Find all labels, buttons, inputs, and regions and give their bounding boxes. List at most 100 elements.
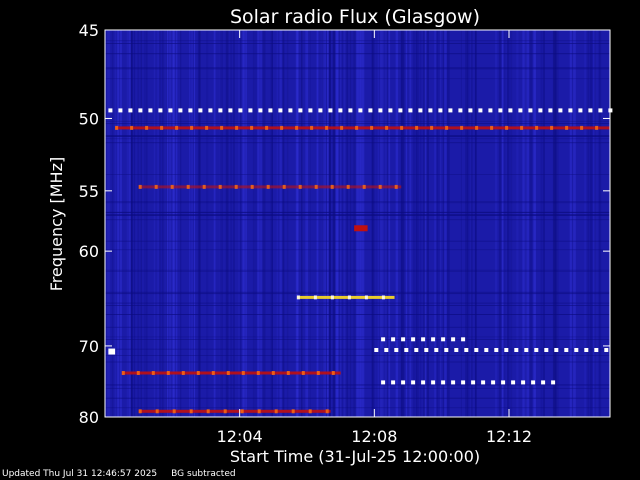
feature-dash [424,348,429,352]
noise-band [105,314,610,315]
feature-dash [494,348,499,352]
noise-stripe [309,30,311,417]
noise-stripe [596,30,598,417]
feature-highlight [170,184,174,189]
feature-dash [384,348,389,352]
feature-highlight [298,184,302,189]
feature-highlight [520,125,524,130]
feature-highlight [250,125,254,130]
noise-stripe [339,30,342,417]
noise-stripe [501,30,504,417]
noise-stripe [194,30,196,417]
feature-dash [454,348,459,352]
y-tick-label: 60 [79,242,99,261]
feature-dash [588,108,593,113]
noise-stripe [420,30,422,417]
noise-stripe [380,30,384,417]
noise-stripe [358,30,361,417]
feature-highlight [381,295,385,300]
feature-dash [338,108,343,113]
noise-stripe [323,30,326,417]
noise-stripe [584,30,586,417]
noise-stripe [584,30,586,417]
feature-highlight [282,184,286,189]
noise-stripe [172,30,176,417]
noise-stripe [598,30,602,417]
feature-highlight [347,295,351,300]
feature-dash [428,108,433,113]
feature-dash [488,108,493,113]
noise-band [105,293,610,295]
noise-stripe [226,30,230,417]
plot-background [105,30,610,417]
noise-stripe [386,30,389,417]
feature-dash [401,337,406,342]
noise-band [105,348,610,350]
noise-stripe [385,30,386,417]
noise-stripe [114,30,117,417]
noise-stripe [244,30,247,417]
feature-highlight [271,371,275,375]
feature-highlight [136,371,140,375]
feature-highlight [445,125,449,130]
noise-stripe [409,30,412,417]
noise-stripe [333,30,336,417]
feature-highlight [175,125,179,130]
noise-stripe [434,30,437,417]
x-tick-label: 12:12 [486,427,532,446]
feature-highlight [325,409,329,414]
noise-stripe [126,30,130,417]
feature-dash [148,108,153,113]
feature-dash [228,108,233,113]
feature-dash [381,380,386,385]
noise-stripe [362,30,365,417]
noise-stripe [438,30,442,417]
feature-dash [468,108,473,113]
feature-dash [168,108,173,113]
feature-dash [388,108,393,113]
y-axis: 45 50 55 60 70 80 [79,21,610,427]
noise-stripe [415,30,418,417]
noise-stripe [354,30,356,417]
noise-stripe [197,30,201,417]
plot-area [104,29,613,418]
noise-stripe [199,30,201,417]
noise-stripe [173,30,176,417]
noise-stripe [133,30,136,417]
feature-highlight [218,184,222,189]
noise-stripe [301,30,303,417]
feature-dash [564,348,569,352]
noise-band [105,120,610,122]
feature-highlight [190,125,194,130]
noise-stripe [335,30,339,417]
noise-stripe [371,30,375,417]
noise-stripe [286,30,289,417]
noise-stripe [189,30,191,417]
noise-stripe [352,30,355,417]
feature-dash [474,348,479,352]
noise-band [105,214,610,216]
feature-highlight [266,184,270,189]
noise-stripe [262,30,266,417]
feature-dash [544,348,549,352]
y-tick-label: 45 [79,21,99,40]
noise-stripe [498,30,502,417]
noise-stripe [507,30,510,417]
noise-band [105,326,610,328]
noise-stripe [190,30,192,417]
feature-highlight [138,184,142,189]
feature-dash [238,108,243,113]
feature-dash [404,348,409,352]
y-tick-label: 50 [79,109,99,128]
noise-stripe [191,30,194,417]
noise-stripe [523,30,527,417]
noise-stripe [161,30,164,417]
feature-highlight [240,409,244,414]
feature-dash [268,108,273,113]
feature-dash [411,380,416,385]
feature-highlight [378,184,382,189]
feature-dash [504,348,509,352]
feature-dash [138,108,143,113]
feature-highlight [166,371,170,375]
feature-highlight [301,371,305,375]
